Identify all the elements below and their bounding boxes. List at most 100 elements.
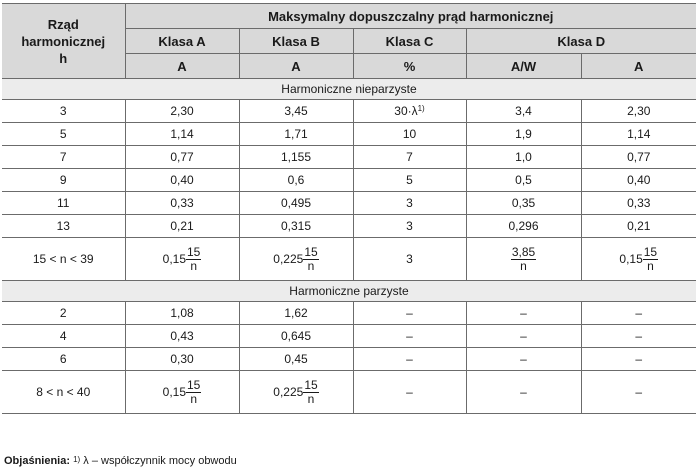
cell-a: 0,33 [124, 191, 240, 215]
cell-c-text: 30·λ [394, 104, 418, 118]
denominator: n [520, 258, 527, 273]
cell-b: 0,495 [238, 191, 354, 215]
cell-d1: – [465, 301, 582, 325]
unit-d1: A/W [465, 53, 582, 79]
cell-b: 0,645 [238, 324, 354, 348]
numerator: 3,85 [510, 244, 537, 260]
cell-c: 3 [352, 191, 467, 215]
cell-d2: 2,30 [580, 99, 696, 123]
cell-a: 0,77 [124, 145, 240, 169]
denominator: n [307, 391, 315, 406]
cell-a: 0,15 15 n [124, 370, 240, 414]
table-row: 5 1,14 1,71 10 1,9 1,14 [2, 122, 696, 146]
cell-d1: 0,296 [465, 214, 582, 238]
cell-d2: 0,15 15 n [580, 237, 696, 281]
coef: 0,15 [162, 385, 186, 399]
cell-d1: – [465, 324, 582, 348]
cell-b: 0,45 [238, 347, 354, 371]
coef: 0,225 [273, 252, 304, 266]
unit-b: A [238, 53, 354, 79]
table-row: 4 0,43 0,645 – – – [2, 324, 696, 348]
cell-h: 5 [2, 122, 126, 146]
cell-a: 0,40 [124, 168, 240, 192]
cell-c: 30·λ1) [352, 99, 467, 123]
cell-b: 1,155 [238, 145, 354, 169]
cell-a: 0,15 15 n [124, 237, 240, 281]
denominator: n [190, 391, 198, 406]
footnote-text: λ – współczynnik mocy obwodu [80, 455, 237, 467]
harmonic-limits-table: Rząd harmonicznej h Maksymalny dopuszcza… [2, 3, 696, 414]
fraction: 15 n [186, 377, 202, 406]
fraction: 15 n [303, 378, 319, 406]
denominator: n [647, 258, 654, 273]
cell-a: 2,30 [124, 99, 240, 123]
table-row: 9 0,40 0,6 5 0,5 0,40 [2, 168, 696, 192]
cell-h: 11 [2, 191, 126, 215]
formula-a: 0,15 15 n [162, 377, 202, 406]
fraction: 3,85 n [510, 244, 537, 273]
cell-h: 13 [2, 214, 126, 238]
cell-d2: 0,77 [580, 145, 696, 169]
class-c-header: Klasa C [352, 28, 467, 54]
table-row: 11 0,33 0,495 3 0,35 0,33 [2, 191, 696, 215]
cell-h: 8 < n < 40 [2, 370, 126, 414]
cell-a: 0,21 [124, 214, 240, 238]
table-row: 7 0,77 1,155 7 1,0 0,77 [2, 145, 696, 169]
cell-b: 1,71 [238, 122, 354, 146]
unit-d2: A [580, 53, 696, 79]
row-label-line-2: harmonicznej [21, 33, 106, 49]
cell-d2: 0,33 [580, 191, 696, 215]
cell-d2: – [580, 301, 696, 325]
class-a-header: Klasa A [124, 28, 240, 54]
cell-d1: 1,0 [465, 145, 582, 169]
cell-b: 0,315 [238, 214, 354, 238]
cell-a: 0,43 [124, 324, 240, 348]
table-row: 2 1,08 1,62 – – – [2, 301, 696, 325]
cell-d2: 0,40 [580, 168, 696, 192]
cell-h: 7 [2, 145, 126, 169]
super-title-header: Maksymalny dopuszczalny prąd harmoniczne… [124, 3, 696, 29]
formula-b: 0,225 15 n [273, 378, 319, 406]
footnote-ref: 1) [417, 104, 425, 113]
table-row: 6 0,30 0,45 – – – [2, 347, 696, 371]
fraction: 15 n [642, 245, 659, 273]
coef: 0,225 [273, 385, 304, 399]
section-title: Harmoniczne nieparzyste [2, 78, 696, 100]
table-row: 3 2,30 3,45 30·λ1) 3,4 2,30 [2, 99, 696, 123]
cell-h: 3 [2, 99, 126, 123]
cell-a: 1,14 [124, 122, 240, 146]
cell-b: 0,225 15 n [238, 370, 354, 414]
cell-d1: 0,35 [465, 191, 582, 215]
cell-a: 0,30 [124, 347, 240, 371]
cell-c: 7 [352, 145, 467, 169]
numerator: 15 [186, 377, 202, 393]
cell-d1: 3,85 n [465, 237, 582, 281]
fraction: 15 n [303, 245, 319, 273]
cell-h: 15 < n < 39 [2, 237, 126, 281]
cell-d2: – [580, 347, 696, 371]
fraction: 15 n [186, 245, 202, 273]
cell-c: 5 [352, 168, 467, 192]
denominator: n [190, 258, 198, 273]
cell-d1: 1,9 [465, 122, 582, 146]
footnote: Objaśnienia: 1) λ – współczynnik mocy ob… [4, 455, 237, 467]
denominator: n [307, 258, 315, 273]
cell-d2: 1,14 [580, 122, 696, 146]
section-row: Harmoniczne nieparzyste [2, 78, 696, 100]
row-label-line-3: h [59, 50, 68, 66]
cell-d2: – [580, 370, 696, 414]
formula-b: 0,225 15 n [273, 245, 319, 273]
cell-b: 0,6 [238, 168, 354, 192]
cell-d2: – [580, 324, 696, 348]
cell-c: – [352, 347, 467, 371]
formula-row: 8 < n < 40 0,15 15 n 0,225 15 n – – – [2, 370, 696, 414]
cell-a: 1,08 [124, 301, 240, 325]
formula-row: 15 < n < 39 0,15 15 n 0,225 15 n 3 3,85 n 0… [2, 237, 696, 281]
cell-c: 3 [352, 237, 467, 281]
class-d-header: Klasa D [465, 28, 696, 54]
row-label-line-1: Rząd [47, 16, 79, 32]
cell-c: – [352, 301, 467, 325]
cell-c: 3 [352, 214, 467, 238]
cell-d1: 0,5 [465, 168, 582, 192]
cell-h: 9 [2, 168, 126, 192]
